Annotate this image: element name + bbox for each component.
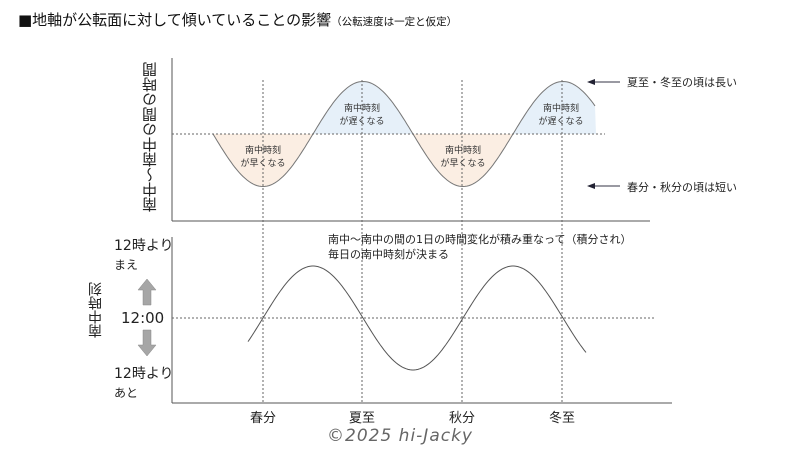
y-label-after: 12時より あと (114, 366, 174, 400)
annotation-long: 夏至・冬至の頃は長い (627, 76, 737, 89)
later-fill-2 (513, 81, 596, 134)
arrow-down-icon (137, 329, 157, 357)
bottom-y-label: 南中時刻 (88, 282, 104, 338)
x-label-autumn: 秋分 (448, 411, 476, 426)
y-label-noon: 12:00 (121, 309, 165, 327)
earlier-label-2: 南中時刻 が早くなる (440, 146, 486, 169)
annotation-short: 春分・秋分の頃は短い (627, 181, 737, 194)
arrow-long-head (587, 79, 595, 85)
bottom-curve (247, 265, 587, 371)
x-label-winter: 冬至 (548, 411, 576, 426)
arrow-up-icon (137, 278, 157, 306)
later-label-2: 南中時刻 が遅くなる (538, 104, 584, 127)
x-label-spring: 春分 (249, 411, 277, 426)
copyright: ©2025 hi-Jacky (327, 426, 473, 446)
top-y-label: 南中～南中の間の時間 (141, 62, 159, 212)
title-sub: （公転速度は一定と仮定） (331, 16, 458, 28)
title-main: ■地軸が公転面に対して傾いていることの影響 (18, 11, 332, 29)
later-fill-1 (313, 81, 413, 134)
y-label-before: 12時より まえ (114, 238, 174, 272)
season-guides (262, 80, 563, 403)
bottom-note: 南中～南中の間の1日の時間変化が積み重なって（積分され） 毎日の南中時刻が決まる (328, 233, 632, 261)
later-label-1: 南中時刻 が遅くなる (339, 104, 385, 127)
arrow-short-head (587, 183, 595, 189)
top-curve (212, 80, 596, 188)
page-title: ■地軸が公転面に対して傾いていることの影響（公転速度は一定と仮定） (18, 9, 457, 30)
earlier-label-1: 南中時刻 が早くなる (240, 146, 286, 169)
earlier-fill-2 (413, 134, 513, 187)
x-label-summer: 夏至 (348, 411, 376, 426)
